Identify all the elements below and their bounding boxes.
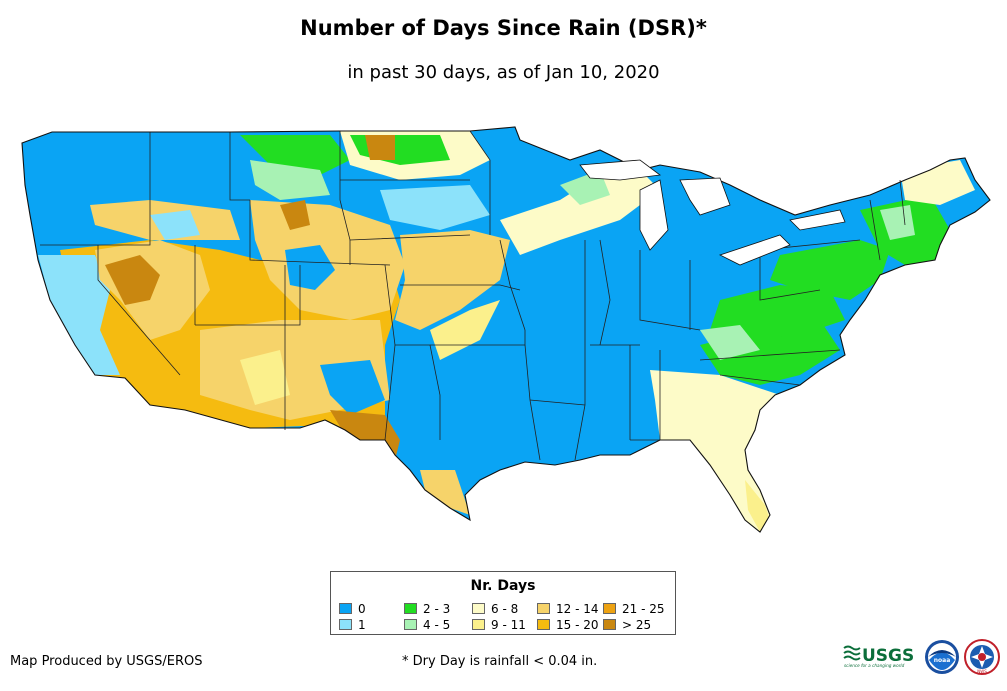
legend-swatch	[603, 619, 616, 630]
region-ca-coast	[38, 255, 120, 375]
state-boundaries	[40, 130, 906, 461]
svg-text:USGS: USGS	[862, 646, 914, 666]
legend-swatch	[537, 619, 550, 630]
svg-text:science for a changing world: science for a changing world	[844, 663, 905, 668]
region-nm-blue	[320, 360, 385, 415]
legend-item-6-8: 6 - 8	[472, 602, 518, 616]
region-co-blue	[285, 245, 335, 290]
region-mt-green	[240, 135, 350, 180]
region-mn-band	[500, 170, 660, 255]
legend-item-15-20: 15 - 20	[537, 618, 599, 632]
region-az-light	[240, 350, 290, 405]
region-nevada-dark	[105, 255, 160, 305]
legend-title: Nr. Days	[470, 578, 536, 594]
legend-item-12-14: 12 - 14	[537, 602, 599, 616]
region-mt-light	[250, 160, 330, 200]
region-va-light	[700, 325, 760, 360]
great-lakes	[579, 159, 846, 266]
legend-item-gt-25: > 25	[603, 618, 651, 632]
svg-text:NWS: NWS	[977, 669, 987, 674]
region-wy-brown	[280, 200, 310, 230]
nws-logo-icon: NWS	[964, 639, 1000, 675]
legend-swatch	[537, 603, 550, 614]
region-ne-light	[880, 205, 915, 240]
region-appalachia	[710, 285, 845, 340]
region-plains-band	[395, 230, 510, 330]
legend-swatch	[404, 619, 417, 630]
legend-swatch	[404, 603, 417, 614]
region-idaho-blue	[150, 210, 200, 240]
legend-swatch	[472, 603, 485, 614]
legend-item-1: 1	[339, 618, 366, 632]
noaa-logo-icon: noaa	[925, 640, 959, 674]
region-pa-green	[770, 240, 890, 300]
map-subtitle: in past 30 days, as of Jan 10, 2020	[347, 62, 660, 83]
map-title: Number of Days Since Rain (DSR)*	[300, 16, 707, 40]
map-credit: Map Produced by USGS/EROS	[10, 654, 203, 669]
legend-swatch	[603, 603, 616, 614]
legend-item-4-5: 4 - 5	[404, 618, 450, 632]
legend-item-2-3: 2 - 3	[404, 602, 450, 616]
region-nd-brown	[365, 135, 395, 160]
legend-item-21-25: 21 - 25	[603, 602, 665, 616]
legend-swatch	[472, 619, 485, 630]
region-sd-lightblue	[380, 185, 490, 230]
legend-item-9-11: 9 - 11	[472, 618, 526, 632]
svg-text:noaa: noaa	[934, 657, 951, 664]
legend: Nr. Days 0 1 2 - 3 4 - 5 6 - 8 9 - 11 12…	[330, 571, 676, 635]
legend-swatch	[339, 603, 352, 614]
dsr-regions	[22, 127, 990, 532]
legend-swatch	[339, 619, 352, 630]
legend-item-0: 0	[339, 602, 366, 616]
region-tx-south	[420, 470, 470, 515]
dry-day-footnote: * Dry Day is rainfall < 0.04 in.	[402, 654, 598, 669]
usgs-logo-icon: USGS science for a changing world	[843, 645, 914, 668]
region-fl-south	[745, 480, 770, 532]
